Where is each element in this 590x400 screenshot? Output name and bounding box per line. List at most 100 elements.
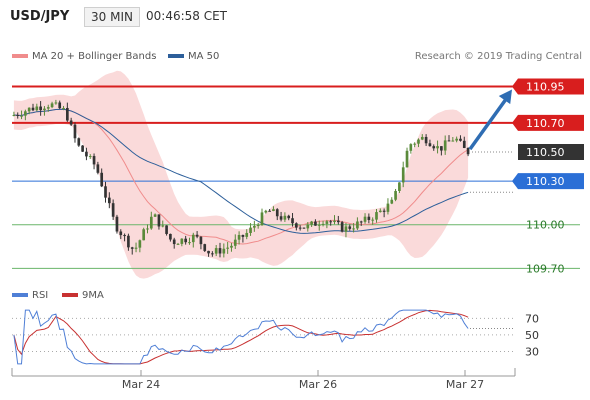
legend-ma50-swatch: [168, 54, 184, 58]
candle-body: [191, 234, 195, 243]
candle-body: [382, 210, 386, 212]
candle-body: [249, 227, 252, 233]
candle-body: [107, 197, 111, 204]
timeframe-badge[interactable]: 30 MIN: [84, 7, 140, 27]
candle-body: [85, 151, 88, 157]
candle-body: [378, 210, 382, 213]
candle-body: [180, 238, 184, 244]
candle-body: [420, 136, 424, 140]
candle-body: [394, 190, 397, 200]
rsi-line: [13, 309, 469, 365]
candle-body: [356, 221, 359, 229]
level-tag-110.30: [512, 173, 584, 190]
rsi-panel: 70 50 30: [12, 309, 539, 365]
candle-body: [260, 212, 264, 226]
candle-body: [371, 219, 375, 221]
candle-body: [279, 216, 283, 220]
candle-body: [287, 215, 291, 219]
candle-body: [283, 215, 287, 220]
candle-body: [253, 225, 256, 228]
candle-body: [27, 107, 31, 112]
candle-body: [195, 234, 199, 237]
candle-body: [16, 114, 20, 116]
candle-body: [241, 234, 245, 237]
candle-body: [96, 164, 100, 173]
candle-body: [333, 220, 336, 223]
candle-body: [344, 226, 348, 232]
candle-body: [409, 144, 413, 151]
candle-body: [401, 167, 405, 183]
candle-body: [432, 146, 436, 149]
candle-body: [31, 107, 35, 111]
candle-body: [256, 225, 260, 227]
candle-body: [149, 216, 153, 229]
candle-body: [310, 221, 313, 225]
candle-body: [46, 107, 50, 109]
candle-body: [237, 234, 241, 240]
candle-body: [130, 247, 134, 249]
candle-body: [348, 226, 352, 229]
last-price-label: 110.50: [526, 146, 565, 159]
x-axis: Mar 24 Mar 26 Mar 27: [11, 368, 516, 391]
candle-body: [390, 199, 394, 204]
timestamp: 00:46:58 CET: [146, 9, 227, 23]
x-tick-label-1: Mar 26: [299, 378, 337, 391]
candle-body: [69, 120, 73, 125]
candle-body: [66, 107, 69, 121]
legend-ma50: MA 50: [168, 51, 219, 62]
level-label-110.00: 110.00: [526, 219, 565, 232]
candle-body: [413, 143, 416, 145]
candle-body: [176, 243, 180, 245]
candles: [12, 99, 470, 258]
candle-body: [314, 221, 317, 226]
moving-averages: [13, 108, 469, 245]
candle-body: [172, 239, 176, 245]
candle-body: [119, 231, 123, 236]
candle-body: [340, 222, 344, 232]
candle-body: [62, 107, 65, 109]
candle-body: [317, 224, 321, 226]
forecast-arrow-shaft: [468, 95, 510, 151]
candle-body: [58, 102, 62, 109]
candle-body: [466, 147, 470, 155]
candle-body: [329, 221, 333, 223]
candle-body: [184, 238, 187, 243]
candle-body: [222, 248, 226, 254]
candle-body: [12, 114, 16, 116]
candle-body: [20, 115, 23, 117]
last-price-tag: [518, 144, 584, 160]
chart-header: USD/JPY 30 MIN 00:46:58 CET: [0, 0, 590, 40]
level-label-109.70: 109.70: [526, 262, 565, 275]
candle-body: [275, 209, 279, 217]
candle-body: [39, 106, 42, 111]
rsi-tick-30: 30: [525, 345, 539, 358]
price-levels: [12, 85, 580, 269]
candle-body: [386, 203, 390, 212]
candle-body: [325, 221, 329, 224]
legend-rsi-label: RSI: [32, 290, 49, 301]
candle-body: [462, 140, 466, 148]
candle-body: [199, 236, 203, 245]
candle-body: [165, 225, 168, 234]
legend-9ma-swatch: [62, 293, 78, 297]
legend-9ma: 9MA: [62, 290, 104, 301]
candle-body: [233, 239, 237, 246]
candle-body: [375, 212, 378, 220]
candle-body: [211, 253, 214, 255]
candle-body: [302, 227, 306, 229]
research-credit: Research © 2019 Trading Central: [414, 51, 582, 62]
candle-body: [50, 103, 54, 108]
candle-body: [24, 111, 27, 116]
candle-body: [459, 138, 462, 141]
candle-body: [268, 210, 271, 212]
forecast-arrow-head: [498, 89, 512, 105]
level-label-110.30: 110.30: [526, 175, 565, 188]
candle-body: [264, 210, 268, 213]
candle-body: [157, 214, 161, 227]
candle-body: [203, 244, 207, 251]
candle-body: [428, 143, 432, 147]
candle-body: [398, 182, 401, 191]
candle-body: [245, 232, 249, 237]
